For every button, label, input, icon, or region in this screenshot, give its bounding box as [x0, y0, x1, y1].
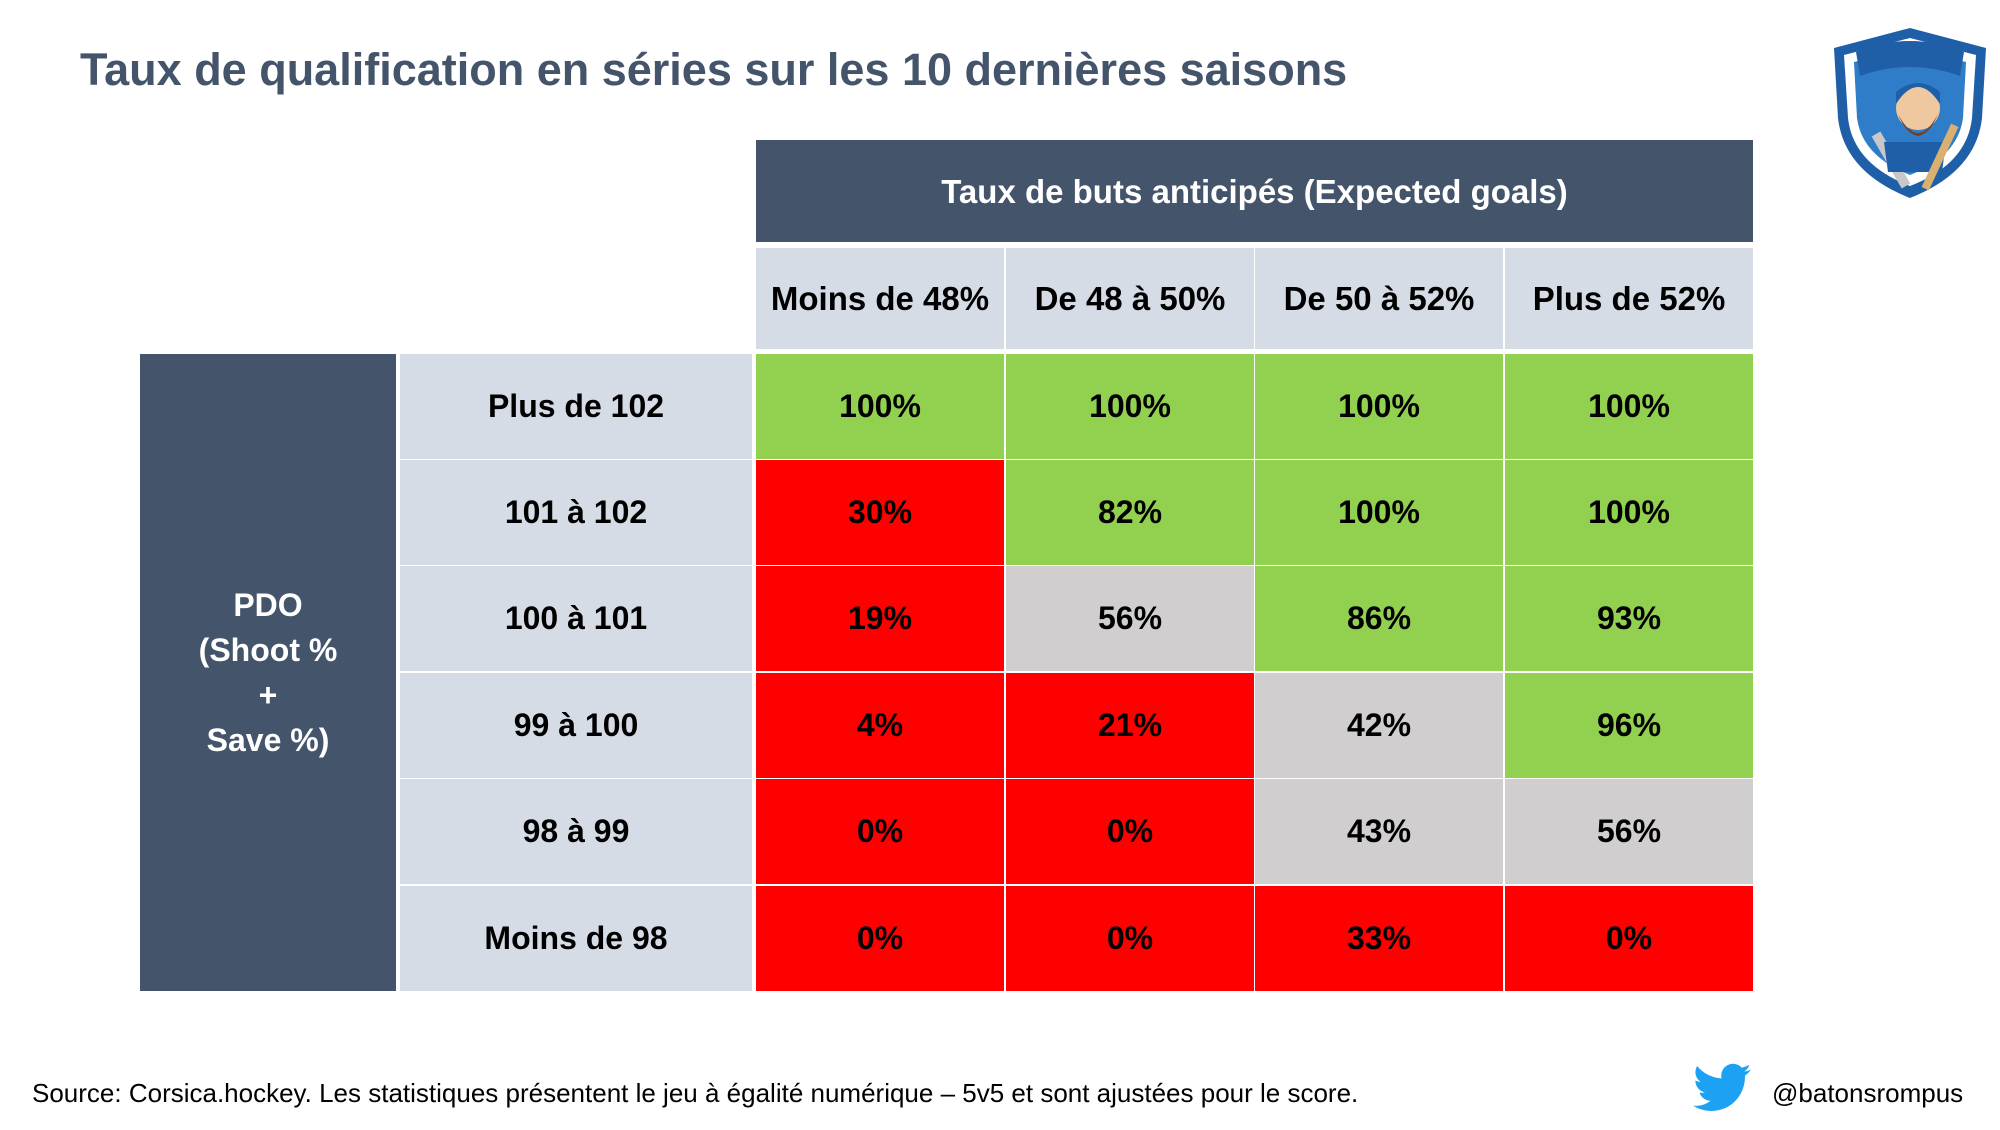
- twitter-handle: @batonsrompus: [1772, 1078, 1964, 1108]
- value-cell: 100%: [1255, 460, 1503, 565]
- value-cell: 96%: [1505, 673, 1753, 778]
- column-header: Moins de 48%: [756, 248, 1004, 349]
- value-cell: 56%: [1505, 779, 1753, 884]
- value-cell: 100%: [1006, 354, 1254, 459]
- column-group-header: Taux de buts anticipés (Expected goals): [756, 140, 1753, 242]
- hockey-archives-logo: [1834, 28, 1986, 198]
- value-cell: 0%: [1505, 886, 1753, 991]
- value-cell: 86%: [1255, 566, 1503, 671]
- row-label: 99 à 100: [400, 673, 752, 778]
- row-label: 101 à 102: [400, 460, 752, 565]
- value-cell: 0%: [756, 886, 1004, 991]
- value-cell: 56%: [1006, 566, 1254, 671]
- row-label: 100 à 101: [400, 566, 752, 671]
- value-cell: 100%: [1255, 354, 1503, 459]
- column-header: Plus de 52%: [1505, 248, 1753, 349]
- row-label: 98 à 99: [400, 779, 752, 884]
- value-cell: 21%: [1006, 673, 1254, 778]
- row-label: Moins de 98: [400, 886, 752, 991]
- row-group-label: PDO (Shoot % + Save %): [140, 354, 396, 991]
- page-title: Taux de qualification en séries sur les …: [80, 44, 1348, 95]
- value-cell: 0%: [1006, 779, 1254, 884]
- row-label: Plus de 102: [400, 354, 752, 459]
- column-header: De 48 à 50%: [1006, 248, 1254, 349]
- value-cell: 4%: [756, 673, 1004, 778]
- value-cell: 0%: [1006, 886, 1254, 991]
- value-cell: 100%: [1505, 460, 1753, 565]
- value-cell: 0%: [756, 779, 1004, 884]
- source-note: Source: Corsica.hockey. Les statistiques…: [32, 1078, 1359, 1108]
- column-header: De 50 à 52%: [1255, 248, 1503, 349]
- twitter-bird-icon: [1693, 1063, 1751, 1111]
- value-cell: 30%: [756, 460, 1004, 565]
- value-cell: 33%: [1255, 886, 1503, 991]
- value-cell: 82%: [1006, 460, 1254, 565]
- value-cell: 19%: [756, 566, 1004, 671]
- value-cell: 43%: [1255, 779, 1503, 884]
- value-cell: 93%: [1505, 566, 1753, 671]
- value-cell: 100%: [1505, 354, 1753, 459]
- value-cell: 100%: [756, 354, 1004, 459]
- value-cell: 42%: [1255, 673, 1503, 778]
